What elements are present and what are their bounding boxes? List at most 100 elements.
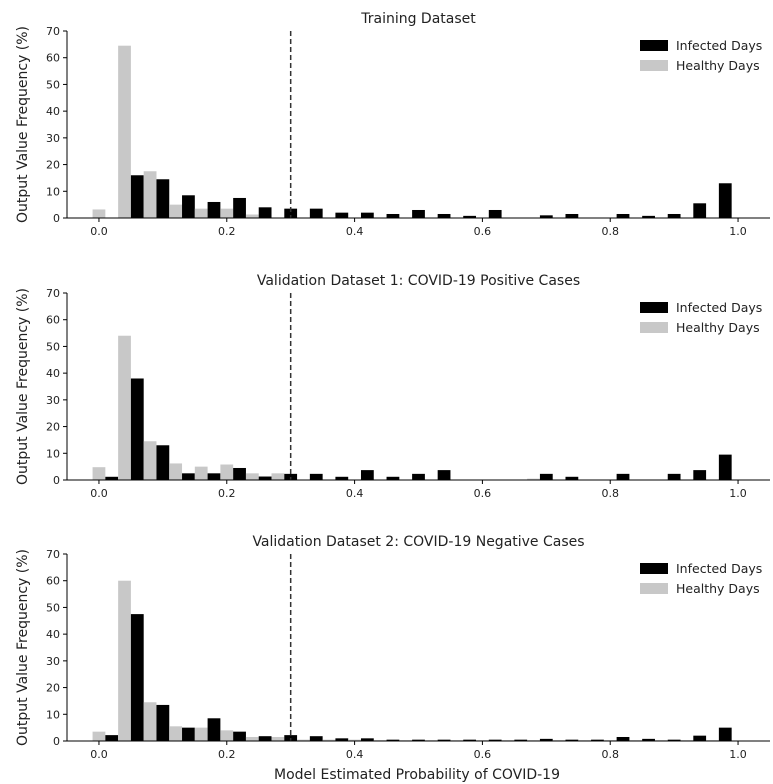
y-tick-label: 40 <box>46 628 60 641</box>
bar-healthy <box>322 739 336 741</box>
bar-infected <box>233 467 246 480</box>
y-tick-label: 70 <box>46 25 60 38</box>
y-tick-label: 50 <box>46 340 60 353</box>
y-tick-label: 10 <box>46 708 60 721</box>
bar-infected <box>412 209 425 218</box>
bar-healthy <box>118 45 131 218</box>
bar-infected <box>309 473 323 480</box>
legend-swatch <box>640 302 668 313</box>
bar-infected <box>156 704 170 741</box>
y-tick-label: 10 <box>46 447 60 460</box>
y-tick-label: 30 <box>46 655 60 668</box>
x-tick-label: 1.0 <box>729 225 747 238</box>
bar-infected <box>565 213 579 218</box>
bar-healthy <box>143 171 157 218</box>
bar-healthy <box>348 739 361 741</box>
bar-infected <box>718 454 732 480</box>
bar-infected <box>258 736 272 741</box>
bar-infected <box>130 175 144 218</box>
bar-infected <box>182 473 195 480</box>
bar-healthy <box>169 204 183 218</box>
y-tick-label: 70 <box>46 548 60 561</box>
bar-infected <box>437 739 451 741</box>
x-tick-label: 0.0 <box>90 225 108 238</box>
bar-infected <box>463 215 477 218</box>
legend: Infected Days Healthy Days <box>640 38 762 73</box>
x-tick-label: 0.8 <box>601 487 619 500</box>
y-tick-label: 60 <box>46 314 60 327</box>
bar-infected <box>642 738 655 741</box>
y-axis-label: Output Value Frequency (%) <box>15 288 31 485</box>
bar-infected <box>309 208 323 218</box>
panel-3: Validation Dataset 2: COVID-19 Negative … <box>15 534 770 761</box>
legend-swatch <box>640 563 668 574</box>
panels: Training Dataset Output Value Frequency (… <box>15 11 770 761</box>
y-tick-label: 10 <box>46 185 60 198</box>
bar-healthy <box>297 739 310 741</box>
y-tick-label: 0 <box>53 474 60 487</box>
bar-infected <box>233 197 246 218</box>
legend-label: Infected Days <box>676 561 762 576</box>
y-tick-label: 70 <box>46 287 60 300</box>
bar-infected <box>488 739 502 741</box>
y-tick-label: 20 <box>46 159 60 172</box>
y-tick-label: 40 <box>46 367 60 380</box>
bar-infected <box>616 213 630 218</box>
bar-healthy <box>92 467 106 480</box>
bar-infected <box>335 212 349 218</box>
panel-title: Validation Dataset 1: COVID-19 Positive … <box>257 273 580 289</box>
bar-healthy <box>220 464 234 480</box>
bar-infected <box>207 201 221 218</box>
bar-healthy <box>118 580 131 741</box>
bar-infected <box>539 473 553 480</box>
bar-infected <box>616 473 630 480</box>
bar-healthy <box>245 214 259 218</box>
bar-infected <box>667 739 681 741</box>
bar-healthy <box>271 473 285 480</box>
bar-infected <box>642 215 655 218</box>
bar-infected <box>667 213 681 218</box>
bar-infected <box>386 476 400 480</box>
bar-infected <box>258 207 272 218</box>
bar-infected <box>360 738 374 741</box>
x-tick-label: 0.4 <box>346 487 364 500</box>
bar-healthy <box>527 478 540 480</box>
bar-infected <box>105 735 119 741</box>
bar-infected <box>667 473 681 480</box>
bar-infected <box>105 476 119 480</box>
legend-swatch <box>640 60 668 71</box>
bar-healthy <box>169 726 183 741</box>
bar-infected <box>182 195 195 218</box>
bar-healthy <box>92 209 106 218</box>
x-tick-label: 0.8 <box>601 225 619 238</box>
bar-healthy <box>245 736 259 741</box>
legend-swatch <box>640 583 668 594</box>
bar-infected <box>284 208 298 218</box>
y-tick-label: 0 <box>53 735 60 748</box>
bar-infected <box>386 213 400 218</box>
y-tick-label: 60 <box>46 52 60 65</box>
y-tick-label: 30 <box>46 132 60 145</box>
x-tick-label: 0.6 <box>474 487 492 500</box>
x-axis-label: Model Estimated Probability of COVID-19 <box>274 767 560 783</box>
y-tick-label: 20 <box>46 421 60 434</box>
bar-infected <box>693 735 707 741</box>
bar-infected <box>207 718 221 741</box>
y-tick-label: 50 <box>46 78 60 91</box>
bar-infected <box>565 476 579 480</box>
bar-healthy <box>143 702 157 741</box>
x-tick-label: 0.0 <box>90 748 108 761</box>
bar-infected <box>591 739 604 741</box>
bar-infected <box>693 470 707 480</box>
bar-infected <box>309 736 323 741</box>
legend-swatch <box>640 40 668 51</box>
bar-infected <box>514 739 528 741</box>
panel-title: Training Dataset <box>360 11 476 27</box>
bar-healthy <box>143 441 157 480</box>
y-tick-label: 30 <box>46 394 60 407</box>
bar-healthy <box>194 208 208 218</box>
x-tick-label: 0.8 <box>601 748 619 761</box>
bar-infected <box>539 738 553 741</box>
panel-1: Training Dataset Output Value Frequency (… <box>15 11 770 238</box>
